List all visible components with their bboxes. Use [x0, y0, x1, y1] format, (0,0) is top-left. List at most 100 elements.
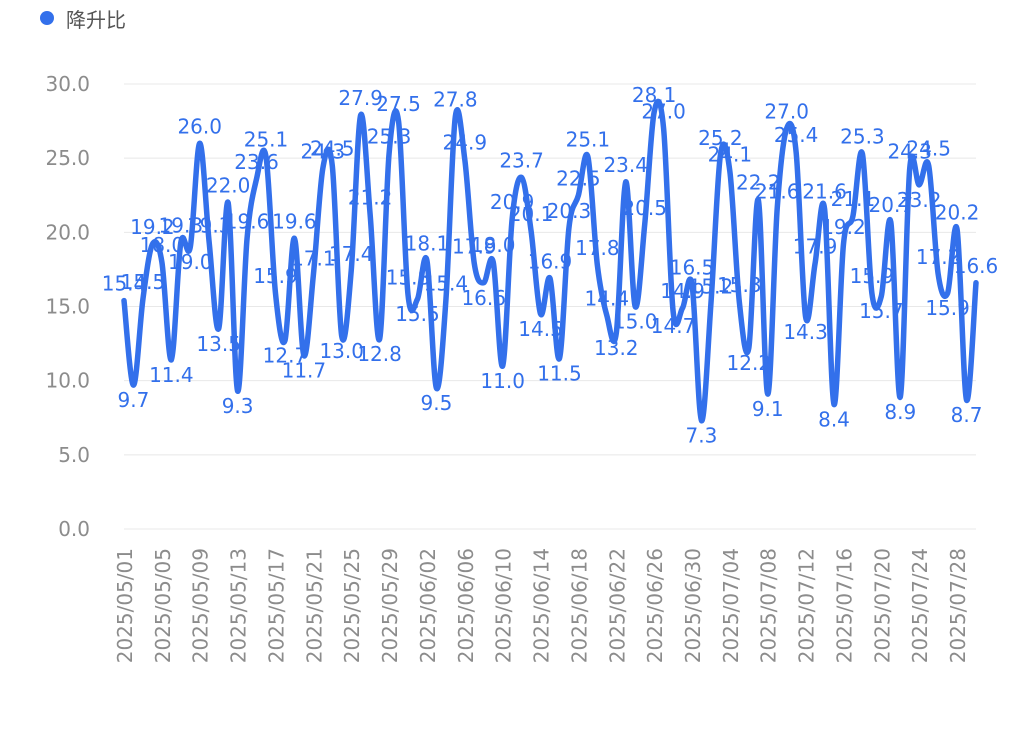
- y-tick-label: 15.0: [45, 295, 90, 319]
- data-label: 20.3: [547, 199, 592, 223]
- data-label: 16.9: [528, 249, 573, 273]
- data-label: 24.5: [310, 137, 355, 161]
- data-label: 17.8: [575, 236, 620, 260]
- y-tick-label: 10.0: [45, 369, 90, 393]
- data-label: 14.5: [518, 317, 563, 341]
- y-tick-label: 5.0: [58, 443, 90, 467]
- data-label: 24.3: [887, 140, 932, 164]
- legend-label: 降升比: [66, 7, 126, 32]
- x-tick-label: 2025/05/21: [302, 548, 326, 663]
- data-label: 24.5: [906, 137, 951, 161]
- data-label: 21.6: [802, 180, 847, 204]
- data-label: 25.3: [367, 125, 412, 149]
- data-label: 20.7: [869, 193, 914, 217]
- data-label: 8.9: [884, 400, 916, 424]
- x-tick-label: 2025/07/08: [757, 548, 781, 663]
- data-label: 17.2: [916, 245, 961, 269]
- data-label: 16.5: [670, 255, 715, 279]
- data-label: 13.0: [319, 339, 364, 363]
- data-label: 12.8: [357, 342, 402, 366]
- data-label: 27.0: [764, 100, 809, 124]
- x-tick-label: 2025/06/10: [492, 548, 516, 663]
- data-label: 25.1: [244, 128, 289, 152]
- data-label: 9.5: [420, 391, 452, 415]
- data-label: 15.7: [859, 299, 904, 323]
- data-label: 16.6: [461, 286, 506, 310]
- data-label: 21.2: [348, 186, 393, 210]
- data-label: 15.5: [395, 302, 440, 326]
- data-label: 14.3: [783, 320, 828, 344]
- x-tick-label: 2025/06/30: [681, 548, 705, 663]
- data-label: 15.9: [253, 264, 298, 288]
- x-tick-label: 2025/07/04: [719, 548, 743, 663]
- data-label: 15.9: [850, 264, 895, 288]
- data-label: 12.2: [727, 351, 772, 375]
- data-label: 9.7: [118, 388, 150, 412]
- data-label: 24.1: [708, 143, 753, 167]
- data-label: 23.7: [499, 148, 544, 172]
- data-label: 14.4: [585, 286, 630, 310]
- data-label: 22.2: [736, 171, 781, 195]
- y-tick-label: 20.0: [45, 220, 90, 244]
- data-label: 22.0: [206, 174, 251, 198]
- data-labels: 15.49.715.519.218.011.419.319.026.019.31…: [102, 83, 999, 448]
- x-tick-label: 2025/05/25: [340, 548, 364, 663]
- data-label: 27.0: [641, 100, 686, 124]
- data-label: 15.8: [386, 266, 431, 290]
- x-tick-label: 2025/06/14: [530, 548, 554, 663]
- data-label: 23.6: [234, 150, 279, 174]
- data-label: 19.3: [187, 214, 232, 238]
- data-label: 21.6: [755, 180, 800, 204]
- data-label: 19.3: [159, 214, 204, 238]
- data-label: 12.7: [263, 344, 308, 368]
- data-label: 11.0: [480, 369, 525, 393]
- data-label: 15.5: [121, 270, 166, 294]
- data-label: 7.3: [686, 424, 718, 448]
- data-label: 24.3: [301, 140, 346, 164]
- data-label: 9.3: [222, 394, 254, 418]
- data-label: 16.6: [954, 254, 999, 278]
- data-label: 18.0: [471, 233, 516, 257]
- data-label: 25.3: [840, 125, 885, 149]
- x-tick-label: 2025/05/17: [264, 548, 288, 663]
- data-label: 18.1: [405, 232, 450, 256]
- data-label: 24.9: [443, 131, 488, 155]
- data-label: 8.4: [818, 407, 850, 431]
- data-label: 23.4: [603, 153, 648, 177]
- x-tick-label: 2025/06/18: [567, 548, 591, 663]
- data-label: 18.0: [140, 233, 185, 257]
- data-label: 19.2: [821, 215, 866, 239]
- data-label: 9.1: [752, 397, 784, 421]
- series-lines: [121, 98, 979, 424]
- data-label: 11.5: [537, 361, 582, 385]
- data-label: 20.2: [935, 200, 980, 224]
- x-tick-label: 2025/05/13: [227, 548, 251, 663]
- data-label: 13.2: [594, 336, 639, 360]
- data-label: 15.2: [689, 275, 734, 299]
- data-label: 19.2: [130, 215, 175, 239]
- data-label: 15.0: [613, 310, 658, 334]
- data-label: 17.9: [452, 234, 497, 258]
- data-label: 11.7: [282, 358, 327, 382]
- x-axis-ticks: 2025/05/01 2025/05/05 2025/05/09 2025/05/13…: [113, 548, 970, 663]
- y-tick-label: 25.0: [45, 146, 90, 170]
- data-label: 20.5: [622, 196, 667, 220]
- legend[interactable]: 降升比: [40, 6, 126, 32]
- x-tick-label: 2025/06/02: [416, 548, 440, 663]
- y-tick-label: 30.0: [45, 72, 90, 96]
- data-label: 13.5: [196, 332, 241, 356]
- data-label: 8.7: [951, 403, 983, 427]
- data-label: 25.4: [774, 123, 819, 147]
- data-label: 19.6: [225, 209, 270, 233]
- data-label: 28.1: [632, 83, 677, 107]
- x-tick-label: 2025/06/22: [605, 548, 629, 663]
- data-label: 21.1: [831, 187, 876, 211]
- data-label: 15.4: [424, 272, 469, 296]
- data-label: 17.4: [329, 242, 374, 266]
- y-axis-ticks: 0.0 5.0 10.0 15.0 20.0 25.0 30.0: [45, 72, 90, 541]
- data-label: 15.3: [717, 273, 762, 297]
- x-tick-label: 2025/05/01: [113, 548, 137, 663]
- data-label: 19.0: [168, 250, 213, 274]
- legend-dot-icon: [40, 11, 54, 25]
- data-label: 22.5: [556, 166, 601, 190]
